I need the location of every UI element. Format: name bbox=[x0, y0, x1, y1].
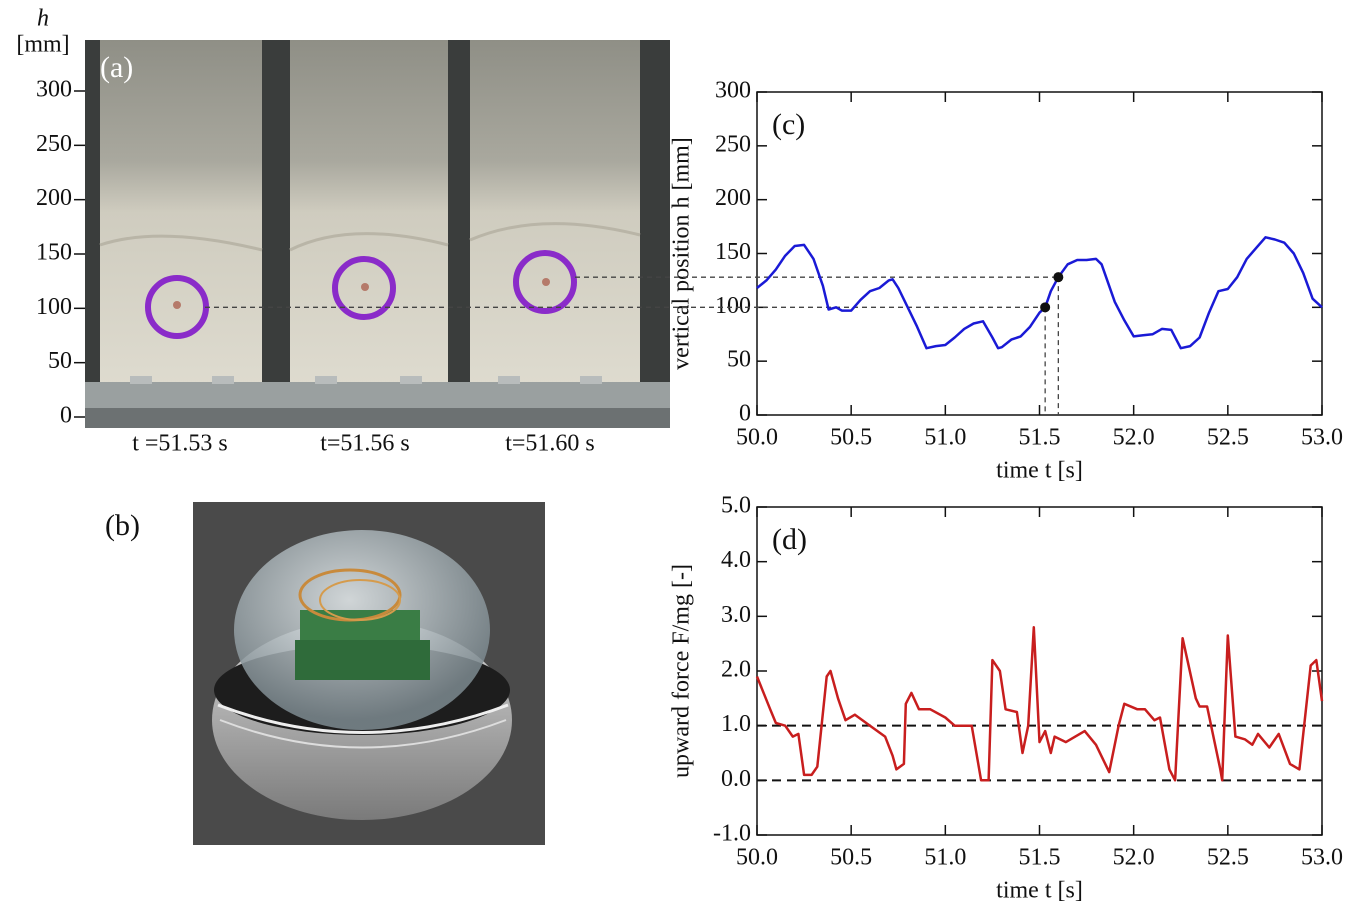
y-tick-label: 250 bbox=[36, 131, 72, 157]
x-tick-label: 50.5 bbox=[830, 425, 872, 451]
data-line bbox=[756, 236, 1323, 350]
y-tick-label: 100 bbox=[715, 293, 751, 319]
plot-frame bbox=[756, 506, 1323, 836]
x-tick-label: 52.0 bbox=[1113, 425, 1155, 451]
panel-label: (d) bbox=[772, 523, 807, 556]
y-tick-label: 200 bbox=[36, 185, 72, 211]
y-tick-label: 50 bbox=[727, 347, 751, 373]
frame-caption: t =51.53 s bbox=[132, 431, 228, 457]
y-tick-label: 200 bbox=[715, 185, 751, 211]
x-tick-label: 51.0 bbox=[924, 845, 966, 871]
x-tick-label: 51.5 bbox=[1019, 845, 1061, 871]
x-tick-label: 50.0 bbox=[736, 425, 778, 451]
x-tick-label: 52.5 bbox=[1207, 425, 1249, 451]
frame-caption: t=51.56 s bbox=[320, 431, 410, 457]
x-tick-label: 53.0 bbox=[1301, 845, 1343, 871]
y-tick-label: 100 bbox=[36, 294, 72, 320]
y-tick-label: 50 bbox=[48, 348, 72, 374]
plot-frame bbox=[756, 91, 1323, 416]
y-tick-label: 0.0 bbox=[721, 766, 751, 792]
y-tick-label: 3.0 bbox=[721, 602, 751, 628]
x-tick-label: 50.5 bbox=[830, 845, 872, 871]
y-tick-label: 150 bbox=[715, 239, 751, 265]
panel-label: (b) bbox=[105, 509, 140, 542]
x-tick-label: 53.0 bbox=[1301, 425, 1343, 451]
y-tick-label: 250 bbox=[715, 131, 751, 157]
axis-unit: [mm] bbox=[16, 32, 69, 58]
y-tick-label: 1.0 bbox=[721, 711, 751, 737]
data-line bbox=[755, 626, 1324, 782]
y-axis-title: vertical position h [mm] bbox=[669, 137, 695, 370]
y-tick-label: 0 bbox=[60, 403, 72, 429]
y-tick-label: 5.0 bbox=[721, 493, 751, 519]
y-tick-label: 300 bbox=[36, 77, 72, 103]
x-axis-title: time t [s] bbox=[996, 878, 1083, 904]
x-tick-label: 51.5 bbox=[1019, 425, 1061, 451]
y-axis-title: upward force F/mg [-] bbox=[669, 564, 695, 778]
frame-caption: t=51.60 s bbox=[505, 431, 595, 457]
x-tick-label: 50.0 bbox=[736, 845, 778, 871]
x-tick-label: 51.0 bbox=[924, 425, 966, 451]
y-tick-label: 2.0 bbox=[721, 657, 751, 683]
panel-label: (c) bbox=[772, 108, 805, 141]
y-tick-label: 0 bbox=[739, 401, 751, 427]
y-tick-label: 4.0 bbox=[721, 547, 751, 573]
y-tick-label: -1.0 bbox=[713, 821, 751, 847]
y-tick-label: 300 bbox=[715, 78, 751, 104]
photo-b bbox=[193, 502, 545, 845]
x-tick-label: 52.5 bbox=[1207, 845, 1249, 871]
marker bbox=[1053, 272, 1064, 283]
panel-label: (a) bbox=[100, 51, 133, 84]
y-tick-label: 150 bbox=[36, 240, 72, 266]
x-tick-label: 52.0 bbox=[1113, 845, 1155, 871]
photo-a bbox=[85, 40, 670, 428]
axis-symbol: h bbox=[37, 6, 49, 32]
marker bbox=[1040, 302, 1051, 313]
x-axis-title: time t [s] bbox=[996, 458, 1083, 484]
